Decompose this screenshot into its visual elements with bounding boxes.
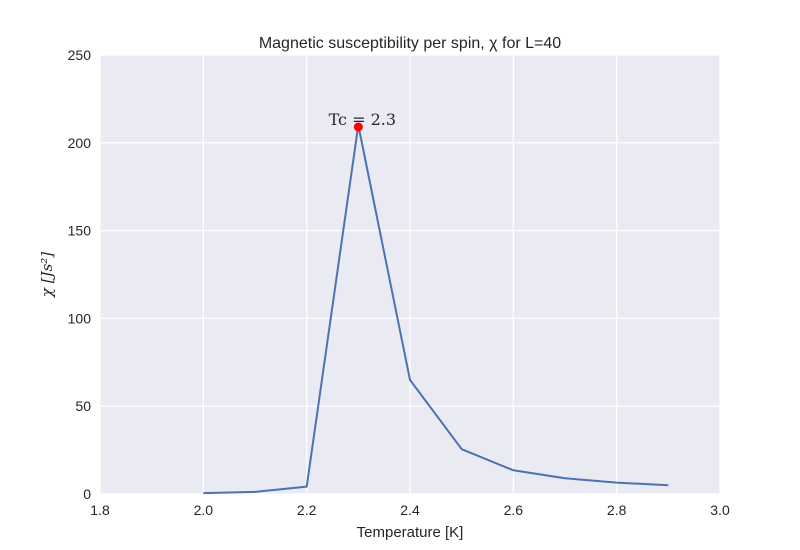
y-tick-label: 50 <box>75 398 91 414</box>
critical-point-marker <box>353 122 363 132</box>
x-tick-label: 2.8 <box>607 502 627 518</box>
x-tick-label: 2.4 <box>400 502 420 518</box>
y-tick-label: 0 <box>83 486 91 502</box>
x-axis-label: Temperature [K] <box>357 524 464 541</box>
y-tick-label: 250 <box>68 47 92 63</box>
x-tick-label: 2.6 <box>504 502 524 518</box>
series-line <box>203 124 669 495</box>
series-layer <box>203 122 669 495</box>
y-tick-label: 100 <box>68 310 92 326</box>
x-tick-label: 2.0 <box>194 502 214 518</box>
y-axis-label: χ [Js²] <box>38 252 56 298</box>
x-tick-label: 3.0 <box>710 502 730 518</box>
x-tick-label: 1.8 <box>90 502 110 518</box>
y-tick-label: 150 <box>68 223 92 239</box>
critical-temperature-annotation: Tc = 2.3 <box>329 110 396 129</box>
x-tick-label: 2.2 <box>297 502 317 518</box>
y-tick-label: 200 <box>68 135 92 151</box>
chart-title: Magnetic susceptibility per spin, χ for … <box>259 35 561 52</box>
tick-labels: 1.8 2.0 2.2 2.4 2.6 2.8 3.0 0 50 100 150 200 250 <box>68 47 730 518</box>
